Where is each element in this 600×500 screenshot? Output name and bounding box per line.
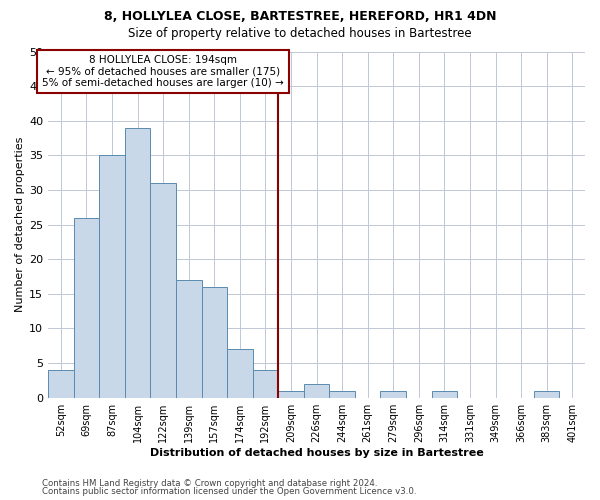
Text: Contains HM Land Registry data © Crown copyright and database right 2024.: Contains HM Land Registry data © Crown c… [42,478,377,488]
Bar [227,349,253,398]
Bar [253,370,278,398]
Bar [99,156,125,398]
Bar [125,128,151,398]
Bar [278,391,304,398]
Text: 8 HOLLYLEA CLOSE: 194sqm
← 95% of detached houses are smaller (175)
5% of semi-d: 8 HOLLYLEA CLOSE: 194sqm ← 95% of detach… [43,55,284,88]
Bar [304,384,329,398]
X-axis label: Distribution of detached houses by size in Bartestree: Distribution of detached houses by size … [150,448,484,458]
Bar [74,218,99,398]
Bar [380,391,406,398]
Bar [151,183,176,398]
Bar [176,280,202,398]
Y-axis label: Number of detached properties: Number of detached properties [15,137,25,312]
Text: Size of property relative to detached houses in Bartestree: Size of property relative to detached ho… [128,28,472,40]
Bar [48,370,74,398]
Bar [431,391,457,398]
Text: Contains public sector information licensed under the Open Government Licence v3: Contains public sector information licen… [42,487,416,496]
Bar [202,287,227,398]
Text: 8, HOLLYLEA CLOSE, BARTESTREE, HEREFORD, HR1 4DN: 8, HOLLYLEA CLOSE, BARTESTREE, HEREFORD,… [104,10,496,23]
Bar [329,391,355,398]
Bar [534,391,559,398]
